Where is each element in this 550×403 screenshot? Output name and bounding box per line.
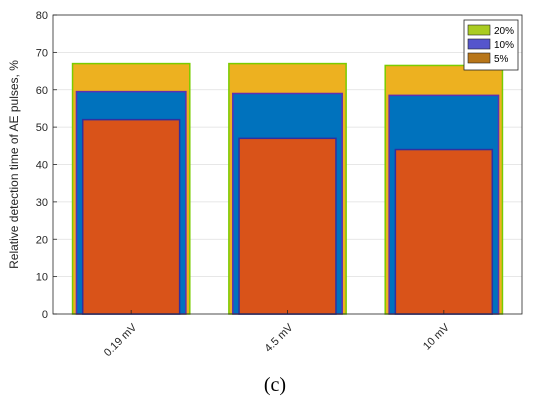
figure-caption: (c) (264, 374, 286, 396)
bar-5pct-0 (81, 118, 181, 315)
y-axis-label: Relative detection time of AE pulses, % (7, 60, 21, 269)
legend-swatch (467, 24, 491, 36)
legend-label: 5% (494, 54, 509, 65)
y-tick-label: 60 (36, 85, 48, 97)
x-axis: 0.19 mV 4.5 mV 10 mV (102, 310, 452, 359)
legend-swatch (467, 52, 491, 64)
x-tick-label: 10 mV (421, 321, 452, 352)
y-tick-label: 0 (42, 309, 48, 321)
y-tick-label: 40 (36, 160, 48, 172)
y-axis: 0 10 20 30 40 50 60 70 80 (36, 10, 57, 321)
x-tick-label: 0.19 mV (102, 321, 140, 359)
x-tick-label: 4.5 mV (262, 321, 296, 355)
legend-label: 10% (494, 40, 514, 51)
y-tick-label: 80 (36, 10, 48, 22)
y-tick-label: 50 (36, 122, 48, 134)
y-tick-label: 10 (36, 272, 48, 284)
legend-swatch (467, 38, 491, 50)
bars (71, 62, 504, 315)
y-tick-label: 70 (36, 47, 48, 59)
legend: 20% 10% 5% (463, 19, 519, 71)
y-tick-label: 20 (36, 234, 48, 246)
bar-5pct-2 (394, 148, 494, 315)
legend-label: 20% (494, 26, 514, 37)
y-tick-label: 30 (36, 197, 48, 209)
bar-5pct-1 (238, 137, 337, 315)
